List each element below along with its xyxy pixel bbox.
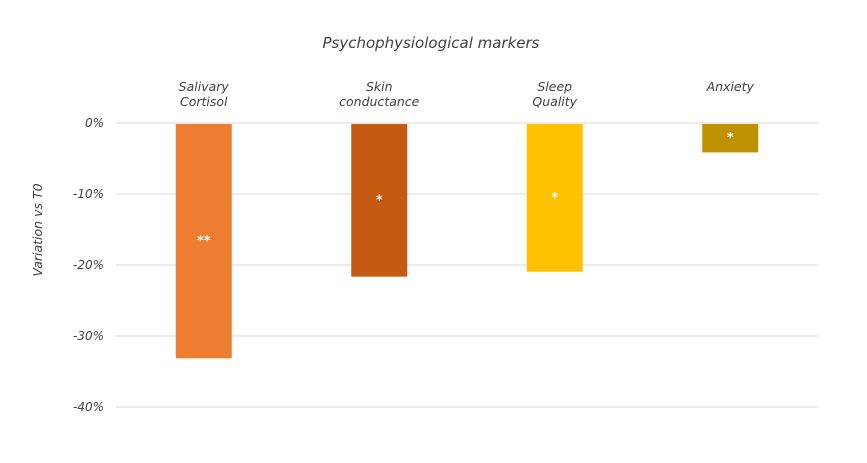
bar bbox=[702, 124, 759, 153]
bar bbox=[526, 124, 583, 272]
significance-label: * bbox=[551, 191, 558, 206]
category-label: Salivary Cortisol bbox=[179, 79, 230, 109]
bar bbox=[175, 124, 232, 359]
y-axis-ticks: 0% -10% -20% -30% -40% bbox=[73, 116, 104, 414]
significance-labels: *** ** bbox=[197, 131, 734, 249]
significance-label: * bbox=[376, 193, 383, 208]
y-tick-label: -10% bbox=[73, 187, 104, 201]
category-label: Anxiety bbox=[706, 79, 755, 94]
category-label: Skin conductance bbox=[339, 79, 420, 109]
category-label: Sleep Quality bbox=[532, 79, 577, 109]
y-tick-label: 0% bbox=[85, 116, 104, 130]
significance-label: * bbox=[727, 131, 734, 146]
y-axis-label: Variation vs T0 bbox=[30, 183, 45, 276]
bars bbox=[175, 124, 759, 359]
y-tick-label: -20% bbox=[73, 258, 104, 272]
gridlines bbox=[116, 122, 818, 408]
y-tick-label: -40% bbox=[73, 400, 104, 414]
chart-title: Psychophysiological markers bbox=[322, 34, 539, 52]
significance-label: ** bbox=[197, 234, 211, 249]
bar bbox=[351, 124, 408, 277]
y-tick-label: -30% bbox=[73, 329, 104, 343]
category-labels: Salivary Cortisol Skin conductance Sleep Qual… bbox=[179, 79, 755, 109]
